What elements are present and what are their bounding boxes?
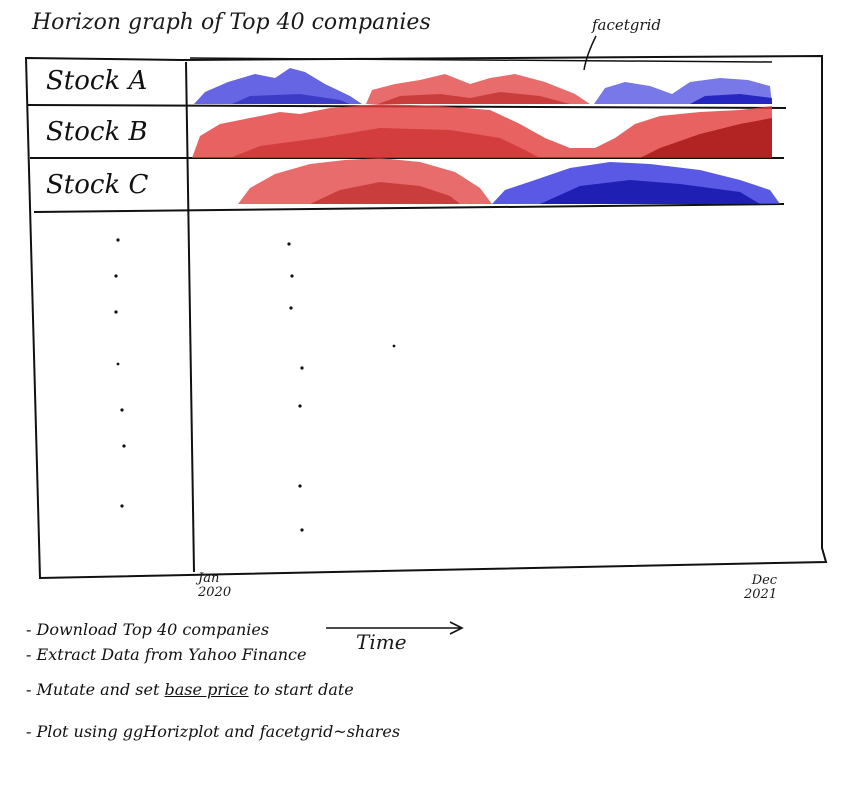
row-divider-3 <box>33 203 785 213</box>
horizon-stock-a <box>194 68 772 104</box>
horizon-stock-b <box>192 104 772 158</box>
note-3-part-2: to start date <box>253 680 354 699</box>
x-axis-start: Jan 2020 <box>198 572 231 600</box>
note-3: - Mutate and set base price to start dat… <box>26 680 354 699</box>
note-1: - Download Top 40 companies <box>26 620 270 639</box>
label-divider <box>185 61 195 573</box>
facetgrid-annotation: facetgrid <box>592 16 661 34</box>
x-axis-end: Dec 2021 <box>744 574 777 602</box>
x-end-year: 2021 <box>744 587 778 602</box>
row-label-stock-c: Stock C <box>46 170 149 200</box>
outer-frame <box>24 54 828 580</box>
stock-b-band-1-dark <box>230 128 540 158</box>
diagram-title: Horizon graph of Top 40 companies <box>32 10 431 35</box>
stock-c-band-1-dark <box>310 182 460 204</box>
note-4: - Plot using ggHorizplot and facetgrid~s… <box>26 722 401 741</box>
x-start-year: 2020 <box>198 585 232 600</box>
note-2: - Extract Data from Yahoo Finance <box>26 645 307 664</box>
stock-c-band-2-dark <box>540 180 760 204</box>
stock-a-band-1-dark <box>232 94 350 104</box>
stock-a-band-1 <box>194 68 362 104</box>
x-end-month: Dec <box>751 573 778 588</box>
note-3-part-1: - Mutate and set <box>26 680 160 699</box>
row-label-stock-b: Stock B <box>46 117 148 147</box>
stock-b-band-2-dark <box>640 118 772 158</box>
x-axis-label: Time <box>356 630 407 654</box>
time-arrow <box>326 621 464 635</box>
facetgrid-leader <box>583 35 597 71</box>
stock-a-band-2-dark <box>378 92 570 104</box>
stock-a-band-3-dark <box>690 94 772 104</box>
x-start-month: Jan <box>198 571 220 586</box>
row-label-stock-a: Stock A <box>46 66 148 96</box>
continuation-dots <box>114 238 396 532</box>
horizon-stock-c <box>238 158 780 204</box>
row-divider-0 <box>189 57 773 63</box>
note-3-underlined: base price <box>164 680 249 699</box>
